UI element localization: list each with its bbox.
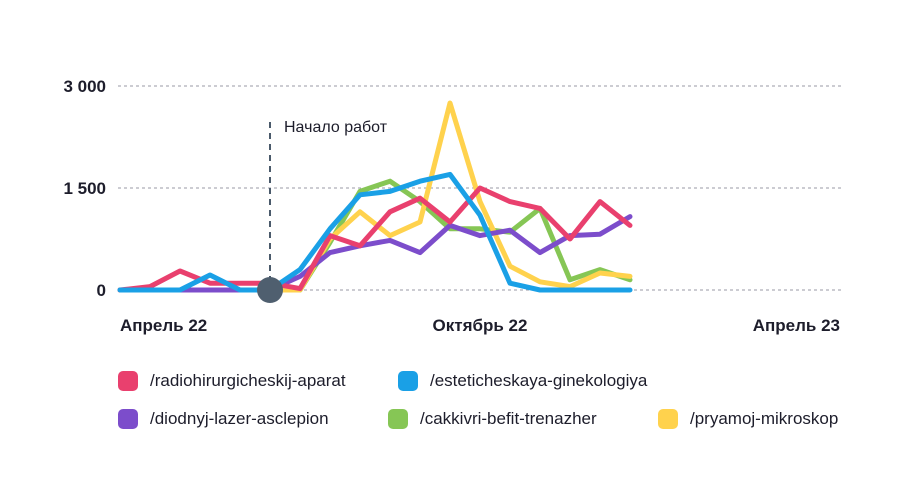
series-line <box>117 171 633 293</box>
legend-row-1: /radiohirurgicheskij-aparat /estetichesk… <box>118 366 878 396</box>
annotation-label: Начало работ <box>284 119 388 136</box>
y-tick-label: 3 000 <box>63 77 106 96</box>
legend-item-radiohirurgicheskij-aparat: /radiohirurgicheskij-aparat <box>118 371 380 391</box>
legend-swatch <box>388 409 408 429</box>
x-tick-labels: Апрель 22 Октябрь 22 Апрель 23 <box>120 316 840 335</box>
legend-item-esteticheskaya-ginekologiya: /esteticheskaya-ginekologiya <box>398 371 678 391</box>
legend-label: /esteticheskaya-ginekologiya <box>430 371 648 390</box>
series-line <box>117 214 633 293</box>
legend-swatch <box>118 371 138 391</box>
annotation-marker <box>257 277 283 303</box>
legend-label: /cakkivri-befit-trenazher <box>420 409 597 428</box>
legend-item-diodnyj-lazer-asclepion: /diodnyj-lazer-asclepion <box>118 409 370 429</box>
y-tick-labels: 0 1 500 3 000 <box>63 77 106 300</box>
legend-item-cakkivri-befit-trenazher: /cakkivri-befit-trenazher <box>388 409 640 429</box>
legend-swatch <box>118 409 138 429</box>
series-line <box>117 178 633 293</box>
legend-row-2: /diodnyj-lazer-asclepion /cakkivri-befit… <box>118 404 878 434</box>
x-tick-label: Апрель 23 <box>753 316 840 335</box>
series-lines <box>117 100 633 293</box>
x-tick-label: Апрель 22 <box>120 316 207 335</box>
series-line <box>117 185 633 293</box>
legend-label: /pryamoj-mikroskop <box>690 409 839 428</box>
legend-item-pryamoj-mikroskop: /pryamoj-mikroskop <box>658 409 860 429</box>
start-annotation: Начало работ <box>269 119 388 290</box>
y-tick-label: 0 <box>97 281 106 300</box>
legend-swatch <box>398 371 418 391</box>
legend-label: /radiohirurgicheskij-aparat <box>150 371 346 390</box>
legend: /radiohirurgicheskij-aparat /estetichesk… <box>118 366 878 442</box>
legend-swatch <box>658 409 678 429</box>
x-tick-label: Октябрь 22 <box>433 316 528 335</box>
y-tick-label: 1 500 <box>63 179 106 198</box>
legend-label: /diodnyj-lazer-asclepion <box>150 409 329 428</box>
line-chart: 0 1 500 3 000 Апрель 22 Октябрь 22 Апрель 23… <box>63 77 842 335</box>
annotation-marker-dot <box>257 277 283 303</box>
